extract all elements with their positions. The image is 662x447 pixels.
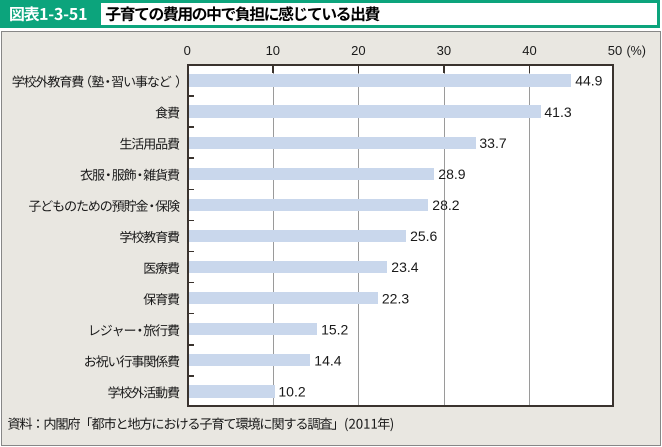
svg-text:30: 30 — [437, 43, 451, 58]
svg-text:22.3: 22.3 — [382, 290, 409, 306]
svg-text:25.6: 25.6 — [410, 228, 437, 244]
svg-text:10: 10 — [266, 43, 280, 58]
svg-text:15.2: 15.2 — [321, 321, 348, 337]
svg-text:23.4: 23.4 — [391, 259, 418, 275]
svg-text:14.4: 14.4 — [314, 353, 341, 369]
svg-text:44.9: 44.9 — [575, 73, 602, 89]
svg-text:10.2: 10.2 — [278, 384, 305, 400]
svg-text:28.2: 28.2 — [432, 197, 459, 213]
svg-text:33.7: 33.7 — [479, 135, 506, 151]
svg-text:41.3: 41.3 — [544, 104, 571, 120]
svg-text:28.9: 28.9 — [438, 166, 465, 182]
svg-text:(%): (%) — [627, 44, 646, 58]
svg-text:0: 0 — [184, 43, 191, 58]
svg-text:50: 50 — [608, 43, 622, 58]
svg-text:40: 40 — [522, 43, 536, 58]
svg-text:20: 20 — [351, 43, 365, 58]
